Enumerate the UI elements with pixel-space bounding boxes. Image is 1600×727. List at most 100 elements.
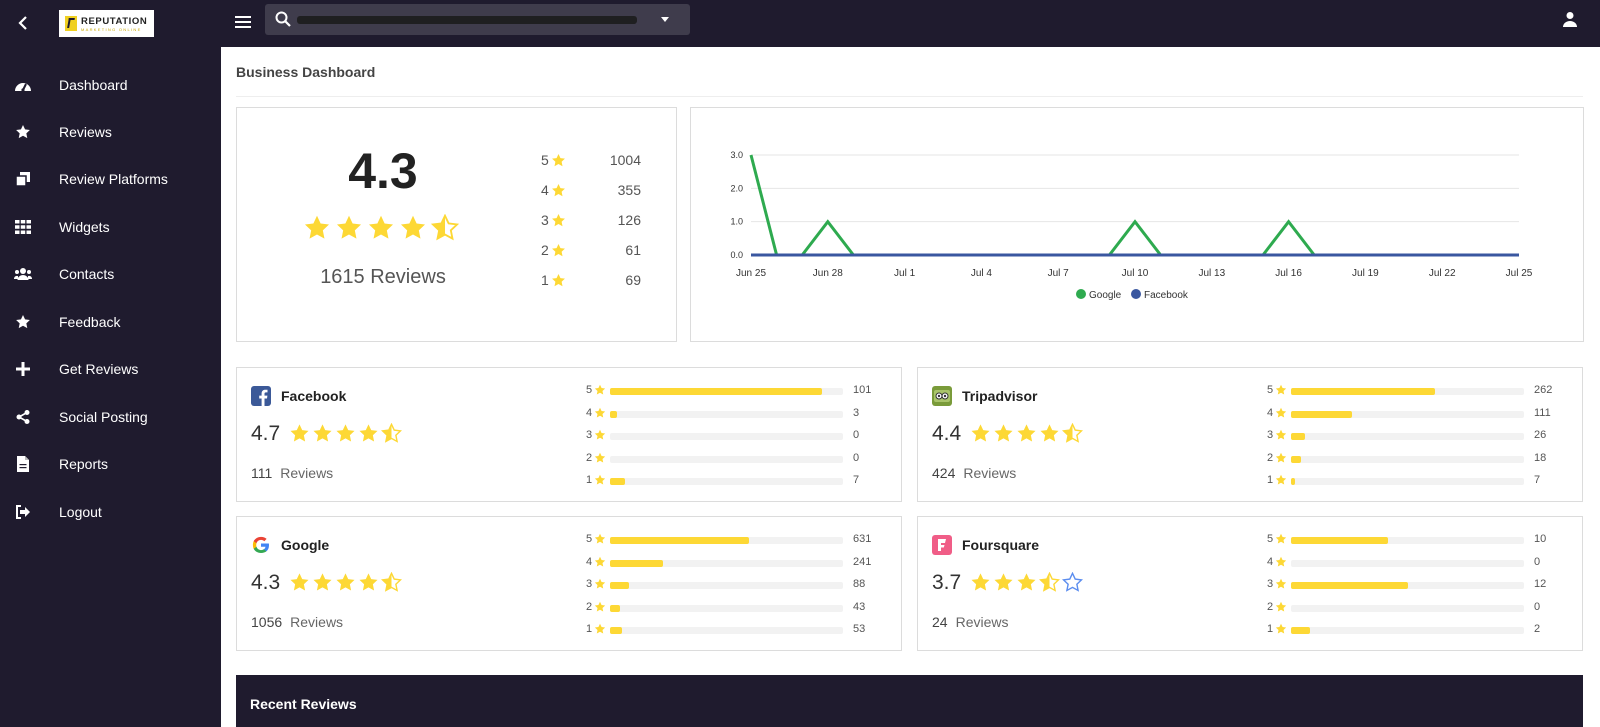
review-total: 24 <box>932 614 948 630</box>
rating-distribution-row: 4 355 <box>541 180 641 200</box>
platform-review-count: 424 Reviews <box>932 465 1016 481</box>
platform-name: Tripadvisor <box>962 388 1038 404</box>
bar-track <box>610 388 843 395</box>
star-level: 1 <box>1267 474 1274 486</box>
sidebar-item-reviews[interactable]: Reviews <box>0 112 221 152</box>
star-level: 2 <box>1267 600 1274 613</box>
star-icon <box>1275 556 1287 571</box>
star-level: 1 <box>586 474 593 486</box>
reviews-label: Reviews <box>290 614 344 630</box>
hamburger-menu-icon[interactable] <box>235 12 255 32</box>
star-icon <box>594 578 606 593</box>
x-tick-label: Jul 10 <box>1122 268 1149 279</box>
platform-bar-row: 4 241 <box>586 556 886 570</box>
platform-rating: 4.4 <box>932 422 962 445</box>
grid-icon <box>14 218 32 236</box>
plus-icon <box>14 360 32 378</box>
tripadvisor-logo-icon <box>932 386 952 406</box>
star-level: 4 <box>586 406 593 419</box>
star-icon <box>1275 533 1287 548</box>
legend-marker <box>1076 289 1086 299</box>
legend-label: Google <box>1089 290 1122 301</box>
review-count: 26 <box>1534 429 1547 441</box>
platform-bar-row: 2 18 <box>1267 452 1567 466</box>
star-icon <box>1275 474 1287 489</box>
bar-track <box>610 582 843 589</box>
star-full-icon <box>1040 424 1059 442</box>
platform-bar-row: 5 10 <box>1267 533 1567 547</box>
star-full-icon <box>1017 573 1036 591</box>
sidebar-item-social-posting[interactable]: Social Posting <box>0 397 221 437</box>
total-reviews: 1615 Reviews <box>320 266 446 288</box>
sidebar-item-dashboard[interactable]: Dashboard <box>0 65 221 105</box>
star-icon <box>1275 601 1287 616</box>
platform-card-facebook: Facebook 4.7 111 Reviews 5 101 4 3 3 0 2 0 1 7 <box>236 367 902 502</box>
sidebar-item-feedback[interactable]: Feedback <box>0 302 221 342</box>
bar-fill <box>1291 627 1311 634</box>
bar-track <box>1291 478 1524 485</box>
bar-fill <box>610 410 617 418</box>
star-level: 3 <box>586 578 593 590</box>
recent-reviews-title: Recent Reviews <box>250 696 357 712</box>
review-count: 61 <box>625 242 641 258</box>
review-count: 262 <box>1534 384 1553 396</box>
review-count: 0 <box>853 429 860 441</box>
platform-bar-row: 1 53 <box>586 623 886 637</box>
bar-fill <box>610 478 625 485</box>
logo-subtext: MARKETING ONLINE <box>81 27 142 32</box>
star-full-icon <box>336 573 355 591</box>
sidebar-item-get-reviews[interactable]: Get Reviews <box>0 349 221 389</box>
x-tick-label: Jul 7 <box>1048 268 1070 279</box>
sidebar-item-widgets[interactable]: Widgets <box>0 207 221 247</box>
review-count: 18 <box>1534 451 1547 464</box>
sidebar: REPUTATION MARKETING ONLINE Dashboard Re… <box>0 0 221 727</box>
y-tick-label: 1.0 <box>730 217 743 227</box>
recent-reviews-panel: Recent Reviews <box>236 675 1583 727</box>
y-tick-label: 2.0 <box>730 183 743 193</box>
star-full-icon <box>400 215 426 239</box>
bar-track <box>610 455 843 463</box>
sidebar-item-logout[interactable]: Logout <box>0 492 221 532</box>
business-search-select[interactable] <box>265 4 690 35</box>
review-count: 10 <box>1534 533 1547 545</box>
back-chevron-icon[interactable] <box>12 12 34 34</box>
main-content: Business Dashboard 4.3 1615 Reviews 5 10… <box>221 47 1600 727</box>
bar-fill <box>1291 478 1295 485</box>
bar-track <box>1291 604 1524 612</box>
star-icon <box>551 273 566 291</box>
review-count: 43 <box>853 600 866 613</box>
bar-fill <box>610 388 823 395</box>
sidebar-item-review-platforms[interactable]: Review Platforms <box>0 159 221 199</box>
star-icon <box>594 474 606 489</box>
review-trend-card: 0.0 1.0 2.0 3.0 Jun 25 Jun 28 Jul 1 Jul 4 Jul 7 J… <box>690 107 1584 342</box>
logout-icon <box>14 503 32 521</box>
star-half-icon <box>381 572 402 592</box>
bar-fill <box>1291 388 1435 395</box>
review-count: 126 <box>617 212 641 228</box>
star-icon <box>1275 407 1287 422</box>
google-logo-icon <box>251 535 271 555</box>
star-level: 5 <box>586 533 593 545</box>
star-full-icon <box>994 424 1013 442</box>
review-total: 111 <box>251 465 273 481</box>
review-total: 1056 <box>251 614 283 630</box>
bar-track <box>1291 627 1524 634</box>
x-tick-label: Jul 25 <box>1506 268 1533 279</box>
star-half-icon <box>1039 572 1060 592</box>
brand-logo[interactable]: REPUTATION MARKETING ONLINE <box>59 10 154 37</box>
rating-distribution-row: 1 69 <box>541 270 641 290</box>
sidebar-item-label: Contacts <box>59 266 115 282</box>
star-icon <box>594 384 606 399</box>
sidebar-item-contacts[interactable]: Contacts <box>0 254 221 294</box>
user-profile-icon[interactable] <box>1562 11 1578 32</box>
sidebar-item-reports[interactable]: Reports <box>0 444 221 484</box>
caret-down-icon[interactable] <box>661 17 669 22</box>
star-icon <box>1275 384 1287 399</box>
review-count: 7 <box>853 474 860 486</box>
star-level: 2 <box>586 600 593 613</box>
